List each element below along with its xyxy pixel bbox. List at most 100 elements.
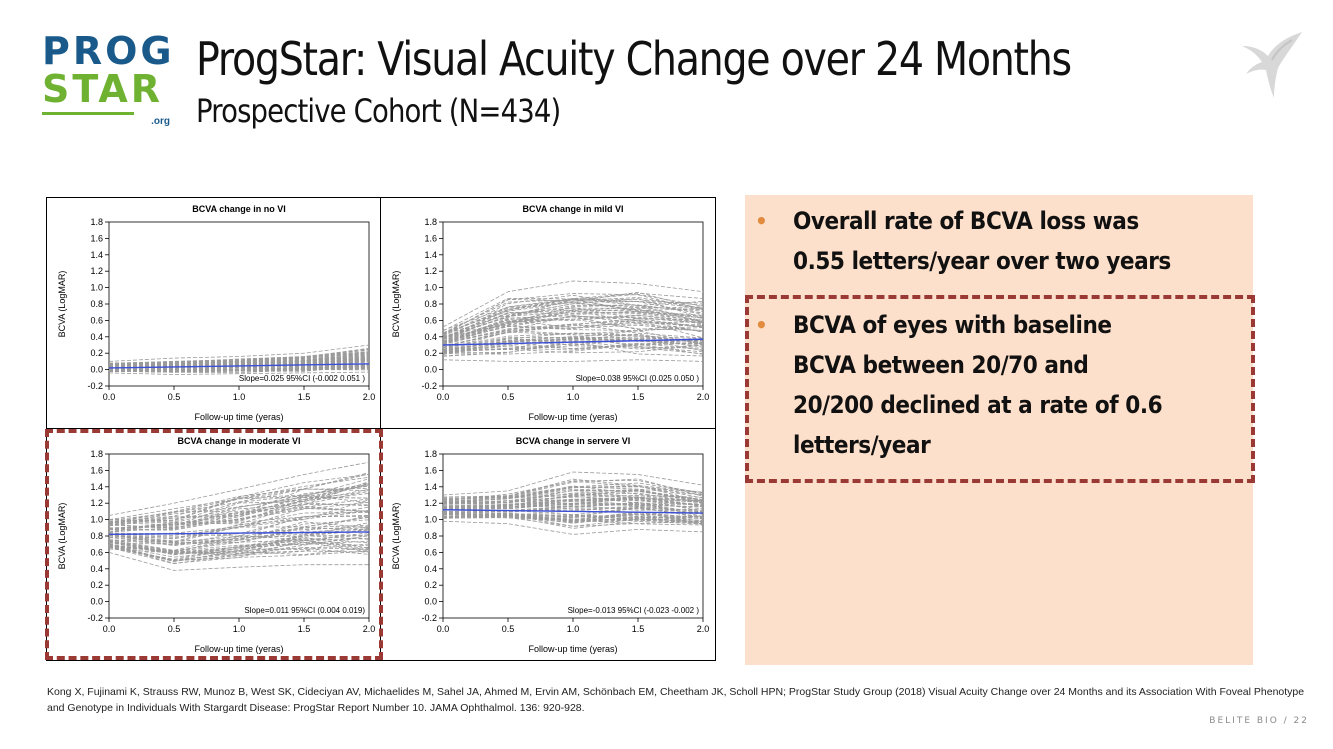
y-tick-label: 0.4 <box>90 332 103 342</box>
bullet-line: Overall rate of BCVA loss was <box>793 207 1139 235</box>
x-tick-label: 1.0 <box>567 392 580 402</box>
trajectory-line <box>108 344 370 362</box>
x-tick-label: 2.0 <box>363 624 376 634</box>
chart-panel-moderate-vi: BCVA change in moderate VI -0.2 0.0 0.2 0.4 0… <box>47 430 381 661</box>
chart-title: BCVA change in moderate VI <box>177 436 300 446</box>
citation-text: Kong X, Fujinami K, Strauss RW, Munoz B,… <box>47 686 1305 714</box>
trajectory-line <box>442 471 704 496</box>
y-tick-label: 1.6 <box>90 465 103 475</box>
bullet-dot-icon: • <box>755 209 768 233</box>
trajectory-line <box>108 544 370 564</box>
trajectory-line <box>442 299 704 334</box>
trajectory-line <box>442 339 704 351</box>
x-tick-label: 1.0 <box>233 392 246 402</box>
trajectory-line <box>442 306 704 338</box>
trajectory-group <box>108 461 370 571</box>
x-tick-label: 0.5 <box>502 624 515 634</box>
trajectory-line <box>442 308 704 338</box>
x-tick-label: 1.5 <box>632 624 645 634</box>
trend-line <box>108 363 370 369</box>
trajectory-line <box>108 347 370 365</box>
trajectory-line <box>442 486 704 500</box>
trajectory-line <box>442 294 704 337</box>
trajectory-line <box>442 511 704 521</box>
x-tick-label: 1.5 <box>298 392 311 402</box>
trajectory-group <box>442 280 704 362</box>
y-tick-label: 0.6 <box>424 547 437 557</box>
logo-bar <box>42 112 134 115</box>
y-axis-label: BCVA (LogMAR) <box>391 503 401 570</box>
trend-line <box>442 509 704 514</box>
chart-panel-no-vi: BCVA change in no VI -0.2 0.0 0.2 0.4 0.6 0.8 1… <box>47 198 381 429</box>
y-axis-label: BCVA (LogMAR) <box>57 271 67 338</box>
trajectory-line <box>442 311 704 339</box>
logo-text-prog: PROG <box>42 29 175 73</box>
trajectory-line <box>442 298 704 336</box>
trajectory-line <box>108 359 370 369</box>
trajectory-line <box>108 552 369 571</box>
hummingbird-logo-icon <box>1242 32 1302 98</box>
trajectory-line <box>108 481 370 523</box>
x-tick-label: 1.0 <box>567 624 580 634</box>
slope-annotation: Slope=0.025 95%CI (-0.002 0.051 ) <box>239 374 365 383</box>
trajectory-line <box>442 301 704 339</box>
trajectory-line <box>108 535 370 562</box>
y-tick-label: 0.6 <box>90 547 103 557</box>
logo-text-star: STAR <box>42 67 164 111</box>
chart-title: BCVA change in mild VI <box>522 204 623 214</box>
trajectory-line <box>442 512 704 524</box>
x-tick-label: 0.5 <box>502 392 515 402</box>
chart-svg: BCVA change in mild VI-0.20.00.20.40.60.… <box>391 204 710 422</box>
trajectory-line <box>108 526 370 546</box>
x-tick-label: 2.0 <box>697 392 710 402</box>
trajectory-line <box>442 319 704 342</box>
trajectory-line <box>108 510 370 531</box>
y-tick-label: 1.2 <box>424 266 437 276</box>
trajectory-line <box>442 507 704 518</box>
trajectory-line <box>442 499 704 506</box>
x-tick-label: 2.0 <box>363 392 376 402</box>
trajectory-group <box>442 471 704 535</box>
x-axis-label: Follow-up time (yeras) <box>194 644 283 654</box>
trajectory-line <box>442 301 704 334</box>
y-tick-label: 1.6 <box>424 233 437 243</box>
x-tick-label: 1.5 <box>632 392 645 402</box>
trajectory-group <box>108 344 370 375</box>
trajectory-line <box>108 524 370 543</box>
bullet-overall-rate: • Overall rate of BCVA loss was 0.55 let… <box>755 201 1213 281</box>
y-tick-label: 0.2 <box>90 580 103 590</box>
trajectory-line <box>108 485 370 524</box>
y-tick-label: 0.6 <box>424 315 437 325</box>
y-tick-label: 0.6 <box>90 315 103 325</box>
y-tick-label: 1.6 <box>424 465 437 475</box>
x-tick-label: 0.0 <box>103 392 116 402</box>
trajectory-line <box>108 541 370 554</box>
trajectory-line <box>442 507 704 516</box>
trajectory-line <box>108 540 370 555</box>
y-tick-label: 0.0 <box>424 597 437 607</box>
trajectory-line <box>108 348 370 364</box>
y-tick-label: 0.4 <box>424 332 437 342</box>
trajectory-line <box>442 482 704 503</box>
trajectory-line <box>442 332 704 352</box>
chart-svg: BCVA change in no VI-0.20.00.20.40.60.81… <box>57 204 376 422</box>
trajectory-line <box>442 512 704 522</box>
trajectory-line <box>108 482 370 524</box>
trajectory-line <box>442 318 704 347</box>
trajectory-line <box>442 341 704 351</box>
x-tick-label: 0.5 <box>168 624 181 634</box>
x-tick-label: 0.0 <box>437 624 450 634</box>
trajectory-line <box>442 498 704 511</box>
logo-suffix: .org <box>151 116 170 127</box>
y-tick-label: 1.6 <box>90 233 103 243</box>
chart-title: BCVA change in servere VI <box>516 436 631 446</box>
y-tick-label: 1.2 <box>90 498 103 508</box>
y-tick-label: 1.4 <box>90 250 103 260</box>
trajectory-line <box>108 351 370 365</box>
x-tick-label: 2.0 <box>697 624 710 634</box>
trajectory-line <box>442 478 704 501</box>
y-tick-label: -0.2 <box>421 381 437 391</box>
trajectory-line <box>108 505 370 531</box>
trajectory-line <box>442 500 704 513</box>
trajectory-line <box>442 292 704 337</box>
